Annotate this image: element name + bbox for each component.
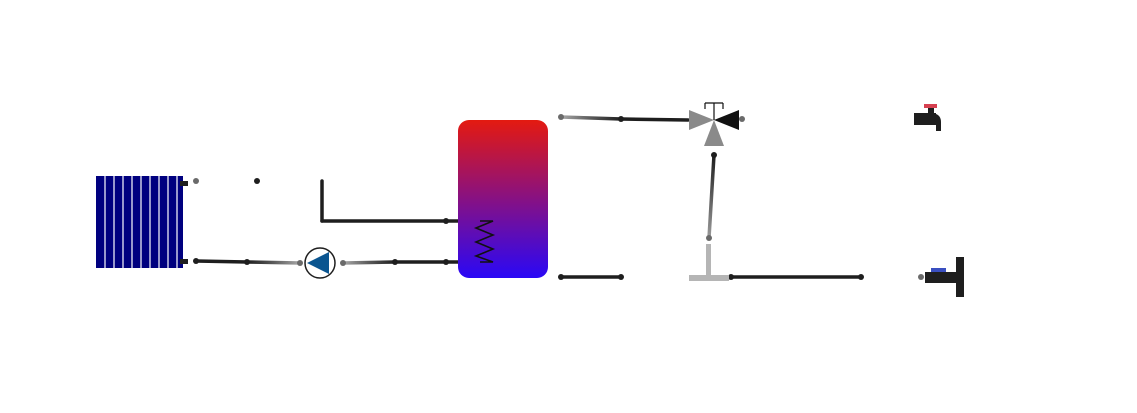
hot-water-pipe bbox=[558, 114, 918, 122]
cold-water-pipe bbox=[558, 274, 924, 280]
three-way-valve-icon bbox=[689, 102, 739, 146]
tap-icon bbox=[914, 104, 941, 131]
pump-icon bbox=[304, 247, 336, 279]
coil-icon bbox=[473, 220, 496, 263]
bypass-pipe bbox=[706, 152, 717, 241]
inlet-icon bbox=[925, 257, 964, 297]
radiator-supply-pipe bbox=[193, 178, 482, 224]
tee-icon bbox=[689, 244, 729, 281]
tank-icon bbox=[458, 120, 548, 278]
radiator-icon bbox=[96, 176, 188, 268]
radiator-return-pipe bbox=[193, 258, 482, 266]
